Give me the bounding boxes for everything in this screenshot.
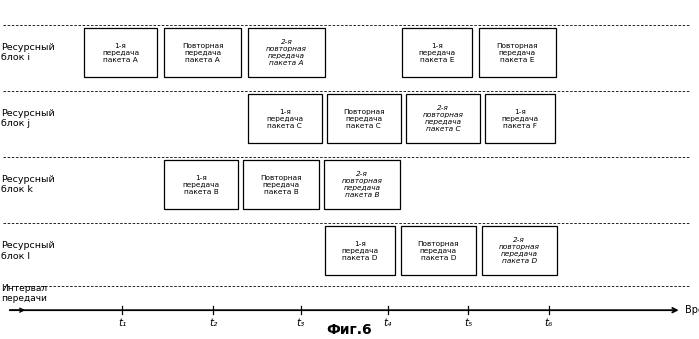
Text: Ресурсный
блок k: Ресурсный блок k xyxy=(1,175,55,195)
Text: t₅: t₅ xyxy=(464,318,473,327)
Text: 1-я
передача
пакета А: 1-я передача пакета А xyxy=(102,43,139,62)
Text: t₃: t₃ xyxy=(296,318,305,327)
Bar xyxy=(325,226,395,275)
Text: t₁: t₁ xyxy=(118,318,127,327)
Text: 1-я
передача
пакета F: 1-я передача пакета F xyxy=(501,109,539,128)
Text: 1-я
передача
пакета D: 1-я передача пакета D xyxy=(341,241,379,261)
Text: t₄: t₄ xyxy=(384,318,392,327)
Text: 1-я
передача
пакета С: 1-я передача пакета С xyxy=(266,109,303,128)
Bar xyxy=(485,94,555,143)
Bar xyxy=(84,28,157,77)
Bar xyxy=(401,226,476,275)
Bar xyxy=(248,28,325,77)
Bar xyxy=(482,226,557,275)
Text: Интервал
передачи: Интервал передачи xyxy=(1,284,48,303)
Text: 2-я
повторная
передача
пакета А: 2-я повторная передача пакета А xyxy=(266,39,307,66)
Bar xyxy=(324,160,400,209)
Bar xyxy=(327,94,401,143)
Bar xyxy=(243,160,319,209)
Bar xyxy=(248,94,322,143)
Text: Ресурсный
блок i: Ресурсный блок i xyxy=(1,43,55,62)
Text: 2-я
повторная
передача
пакета С: 2-я повторная передача пакета С xyxy=(422,105,463,132)
Text: 1-я
передача
пакета Е: 1-я передача пакета Е xyxy=(418,43,456,62)
Text: Ресурсный
блок j: Ресурсный блок j xyxy=(1,109,55,128)
Bar xyxy=(164,28,241,77)
Text: Повторная
передача
пакета Е: Повторная передача пакета Е xyxy=(496,43,538,62)
Text: Фиг.6: Фиг.6 xyxy=(326,323,373,337)
Text: t₂: t₂ xyxy=(209,318,217,327)
Bar xyxy=(479,28,556,77)
Text: Время: Время xyxy=(685,305,699,315)
Text: Ресурсный
блок l: Ресурсный блок l xyxy=(1,241,55,261)
Text: Повторная
передача
пакета B: Повторная передача пакета B xyxy=(260,175,302,195)
Text: Повторная
передача
пакета D: Повторная передача пакета D xyxy=(417,241,459,261)
Bar xyxy=(402,28,472,77)
Bar xyxy=(164,160,238,209)
Bar xyxy=(406,94,480,143)
Text: 2-я
повторная
передача
пакета D: 2-я повторная передача пакета D xyxy=(499,237,540,264)
Text: Повторная
передача
пакета А: Повторная передача пакета А xyxy=(182,43,224,62)
Text: Повторная
передача
пакета С: Повторная передача пакета С xyxy=(343,109,384,128)
Text: 2-я
повторная
передача
пакета B: 2-я повторная передача пакета B xyxy=(342,171,382,198)
Text: t₆: t₆ xyxy=(545,318,553,327)
Text: 1-я
передача
пакета B: 1-я передача пакета B xyxy=(182,175,219,195)
